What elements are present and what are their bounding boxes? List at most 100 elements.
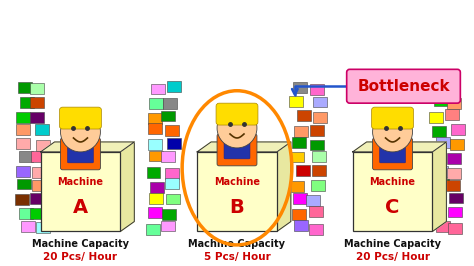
Bar (296, 165, 310, 176)
Bar (163, 98, 177, 109)
Text: 5 Pcs/ Hour: 5 Pcs/ Hour (204, 252, 270, 262)
FancyBboxPatch shape (224, 139, 250, 159)
Bar (434, 165, 448, 177)
Bar (16, 113, 29, 123)
Text: Machine Capacity: Machine Capacity (344, 239, 441, 250)
Bar (290, 152, 303, 163)
FancyBboxPatch shape (60, 107, 101, 129)
Bar (148, 139, 162, 150)
Bar (30, 208, 44, 219)
Bar (16, 166, 30, 177)
Bar (30, 83, 44, 94)
Bar (428, 112, 443, 123)
Text: Machine: Machine (214, 177, 260, 187)
Bar (432, 126, 446, 137)
Bar (166, 194, 180, 205)
Polygon shape (41, 142, 134, 152)
Bar (18, 151, 33, 161)
FancyBboxPatch shape (380, 143, 405, 163)
Bar (146, 167, 161, 178)
Bar (292, 209, 306, 220)
Bar (432, 84, 446, 95)
Circle shape (217, 108, 257, 148)
Bar (436, 137, 450, 148)
Text: Machine: Machine (370, 177, 416, 187)
Text: B: B (229, 198, 245, 217)
Bar (165, 178, 179, 189)
Text: Machine Capacity: Machine Capacity (32, 239, 129, 250)
Bar (309, 206, 323, 217)
Bar (445, 109, 459, 120)
Bar (306, 195, 320, 206)
Bar (309, 224, 323, 235)
Bar (167, 138, 181, 149)
Bar (150, 182, 164, 193)
Bar (447, 153, 461, 164)
Bar (293, 126, 308, 137)
Bar (451, 124, 465, 135)
Bar (447, 168, 461, 178)
Bar (289, 96, 303, 107)
Bar (430, 193, 444, 204)
Bar (152, 84, 165, 94)
Bar (310, 125, 324, 136)
Bar (312, 165, 326, 176)
Bar (36, 140, 50, 151)
FancyBboxPatch shape (373, 138, 412, 170)
Bar (36, 222, 50, 233)
Bar (446, 180, 460, 191)
Bar (19, 208, 33, 219)
FancyBboxPatch shape (346, 69, 460, 103)
Bar (292, 138, 306, 148)
Bar (313, 112, 327, 123)
Polygon shape (277, 142, 291, 231)
Bar (310, 140, 324, 151)
Polygon shape (353, 142, 447, 152)
Text: Machine: Machine (57, 177, 103, 187)
Polygon shape (432, 142, 447, 231)
Bar (149, 98, 164, 109)
Bar (165, 125, 179, 136)
Bar (447, 84, 460, 94)
Bar (449, 193, 463, 203)
Bar (293, 193, 307, 204)
Bar (447, 98, 461, 109)
Bar (161, 221, 175, 231)
FancyBboxPatch shape (372, 107, 413, 129)
Bar (30, 112, 44, 123)
Bar (167, 81, 181, 92)
Bar (41, 152, 120, 231)
Bar (17, 178, 31, 189)
Bar (197, 152, 277, 231)
Bar (436, 221, 450, 232)
Bar (149, 193, 164, 204)
Bar (18, 82, 32, 93)
Bar (353, 152, 432, 231)
FancyBboxPatch shape (61, 138, 100, 170)
Bar (148, 207, 162, 218)
Polygon shape (197, 142, 291, 152)
Bar (290, 181, 304, 192)
FancyBboxPatch shape (217, 134, 257, 166)
Text: 20 Pcs/ Hour: 20 Pcs/ Hour (44, 252, 118, 262)
Bar (32, 180, 46, 191)
Bar (161, 151, 175, 162)
Bar (313, 97, 327, 107)
FancyBboxPatch shape (216, 103, 258, 125)
Bar (310, 84, 324, 95)
Bar (312, 151, 326, 162)
Bar (434, 95, 448, 106)
Bar (20, 97, 34, 108)
Bar (147, 113, 162, 123)
Circle shape (61, 112, 100, 152)
Bar (30, 97, 44, 107)
Bar (16, 138, 30, 149)
Bar (31, 151, 46, 162)
Bar (17, 124, 30, 135)
Text: Machine Capacity: Machine Capacity (189, 239, 285, 250)
Bar (311, 180, 325, 191)
Bar (448, 223, 462, 234)
Bar (146, 224, 160, 235)
Bar (163, 209, 176, 220)
Bar (148, 123, 162, 134)
